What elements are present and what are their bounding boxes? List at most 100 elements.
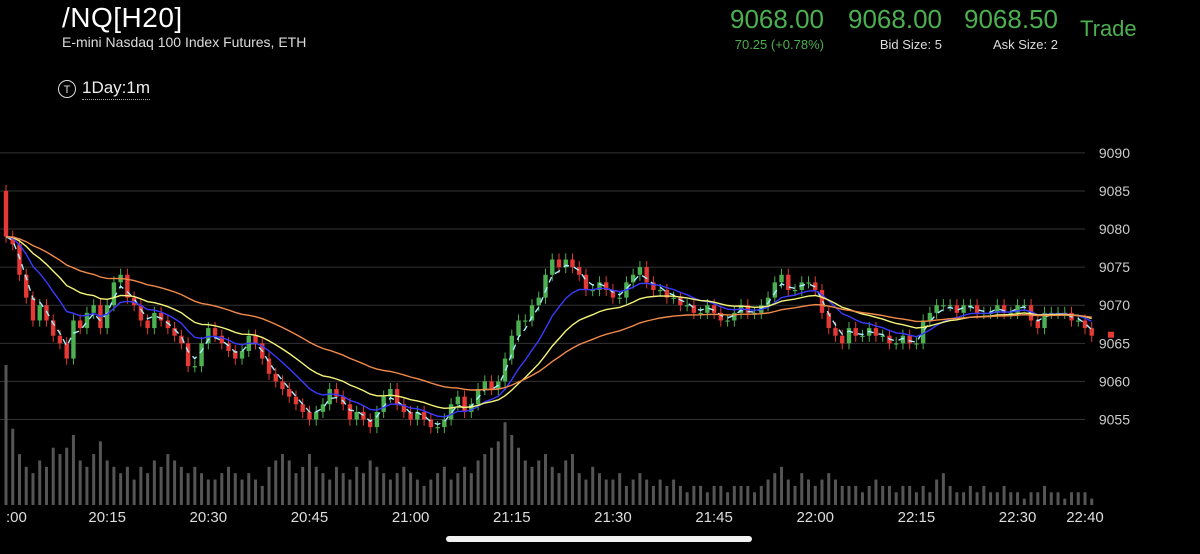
ask-block[interactable]: 9068.50 Ask Size: 2 [946,4,1058,52]
bid-size: Bid Size: 5 [879,37,942,52]
timeframe-selector[interactable]: T 1Day:1m [58,78,151,100]
candle-body [415,411,420,420]
volume-bar [38,460,42,505]
volume-bar [233,473,237,505]
volume-bar [85,466,89,505]
candle-body [104,305,110,329]
volume-bar [301,466,305,505]
timeframe-label[interactable]: 1Day:1m [82,78,151,100]
volume-bar [847,485,851,505]
volume-bar [1063,498,1067,505]
volume-bar [159,466,163,505]
volume-bar [624,485,628,505]
candle-body [523,320,528,322]
candle-body [792,290,798,292]
y-tick-label: 9075 [1099,259,1130,275]
candle-body [455,396,461,405]
candle-body [91,305,96,313]
candle-body [914,343,919,345]
candle-body [347,404,353,420]
candle-body [860,335,865,337]
candle-body [179,335,184,344]
symbol-title[interactable]: /NQ[H20] [62,2,183,33]
volume-bar [334,466,338,505]
volume-bar [321,473,325,505]
candle-body [435,427,440,429]
volume-bar [132,479,136,505]
volume-bar [989,492,993,505]
candle-body [577,267,582,275]
bid-block[interactable]: 9068.00 Bid Size: 5 [830,4,942,52]
volume-bar [638,473,642,505]
volume-bar [71,435,75,505]
bid-price: 9068.00 [848,4,942,34]
volume-bar [651,485,655,505]
candle-body [711,305,717,313]
candle-body [226,343,231,351]
volume-bar [840,485,844,505]
volume-bar [247,473,251,505]
candle-body [610,290,616,298]
volume-bar [503,422,507,505]
trade-button[interactable]: Trade [1080,16,1137,41]
volume-bar [179,466,183,505]
candle-body [556,259,562,268]
volume-bar [645,479,649,505]
home-indicator[interactable] [446,536,752,542]
candle-body [954,305,960,313]
volume-bar [17,454,21,505]
volume-bar [260,485,264,505]
volume-bar [11,428,15,505]
candle-body [826,312,831,329]
candle-body [77,320,83,329]
volume-bar [995,492,999,505]
candle-body [590,290,595,292]
volume-bar [982,485,986,505]
volume-bar [631,479,635,505]
volume-bar [51,447,55,505]
candle-body [1008,312,1014,315]
candle-body [664,290,670,298]
candle-body [779,274,784,283]
volume-bar [1022,498,1026,505]
candle-body [718,312,724,321]
candle-body [448,404,454,420]
candle-body [482,381,488,390]
volume-bar [523,460,527,505]
volume-bar [692,485,696,505]
volume-bar [4,365,8,505]
volume-bar [678,485,682,505]
candle-body [550,259,555,275]
candle-body [199,343,204,367]
volume-bar [611,479,615,505]
candle-body [327,389,332,405]
volume-bar [65,447,69,505]
candle-body [529,305,535,321]
volume-bar [550,466,554,505]
volume-bar [813,485,817,505]
candle-body [320,404,326,412]
candle-body [24,274,29,298]
candle-body [880,335,885,337]
volume-bar [105,460,109,505]
volume-bar [894,492,898,505]
volume-bar [220,473,224,505]
candle-body [64,343,69,359]
volume-bar [766,479,770,505]
ema-yellow-line [5,236,1092,410]
x-tick-label: 22:00 [796,509,834,526]
volume-bar [31,473,35,505]
candle-body [300,404,305,412]
volume-bar [901,485,905,505]
candle-body [603,282,609,290]
candle-body [698,312,703,315]
price-chart[interactable]: 9090 9085 9080 9075 9070 9065 9060 9055 :00 20:1… [0,130,1200,530]
volume-bar [280,454,284,505]
candle-body [239,350,245,359]
volume-bar [409,473,413,505]
volume-bar [537,460,541,505]
volume-bar [948,485,952,505]
candle-body [705,305,710,313]
volume-bar [146,473,150,505]
candle-body [657,290,663,292]
